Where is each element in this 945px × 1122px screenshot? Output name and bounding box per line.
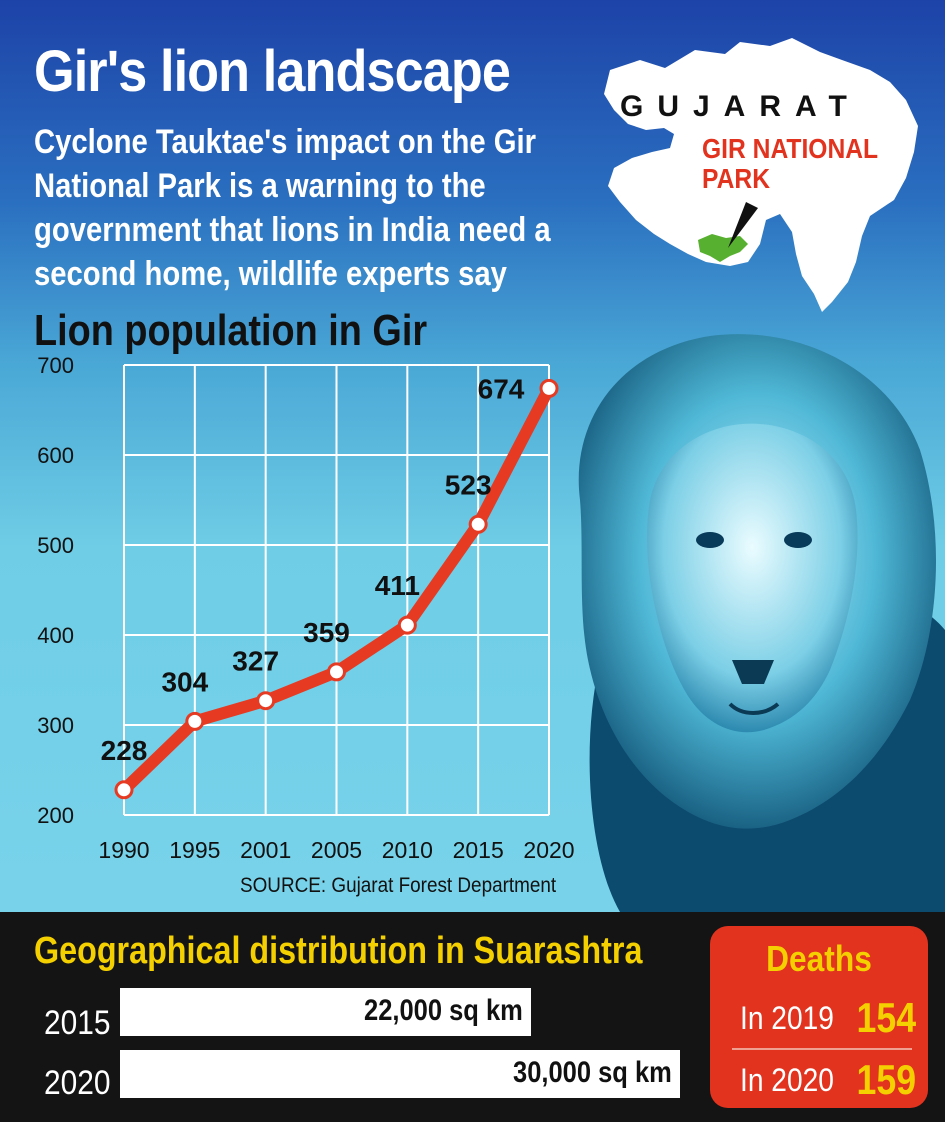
data-label-1995: 304: [161, 666, 208, 697]
data-point-2005: [327, 662, 346, 682]
data-point-1995: [185, 711, 205, 731]
page-subtitle: Cyclone Tauktae's impact on the Gir Nati…: [34, 123, 551, 293]
deaths-row-2019: In 2019 154: [732, 994, 916, 1044]
y-tick-400: 400: [37, 623, 74, 648]
deaths-title: Deaths: [766, 938, 872, 979]
data-label-2005: 359: [303, 617, 350, 648]
population-chart: 200 300 400 500 600 700 1990 1995 2001 2005 2010 20…: [37, 353, 574, 863]
data-point-2010: [397, 615, 417, 635]
geo-value-2015: 22,000 sq km: [364, 994, 523, 1027]
lion-left-eye: [696, 532, 724, 548]
top-panel: GUJARAT GIR NATIONAL PARK Gir's lion lan…: [0, 0, 945, 912]
x-tick-2005: 2005: [311, 837, 362, 863]
geo-bar-2015: 22,000 sq km: [120, 988, 531, 1036]
data-label-2010: 411: [375, 570, 420, 601]
data-point-2020: [539, 378, 559, 398]
y-tick-500: 500: [37, 533, 74, 558]
data-label-2001: 327: [232, 646, 279, 677]
deaths-row-2020: In 2020 159: [732, 1056, 916, 1106]
deaths-value-2019: 154: [856, 994, 916, 1041]
page-title: Gir's lion landscape: [34, 39, 511, 104]
lion-photo: [578, 334, 945, 912]
data-label-2020: 674: [478, 373, 525, 404]
lion-right-eye: [784, 532, 812, 548]
chart-series: [114, 378, 559, 800]
chart-labels: 200 300 400 500 600 700 1990 1995 2001 2005 2010 20…: [37, 353, 574, 863]
geo-value-2020: 30,000 sq km: [513, 1056, 672, 1089]
x-tick-2015: 2015: [453, 837, 504, 863]
x-tick-2010: 2010: [382, 837, 433, 863]
y-tick-700: 700: [37, 353, 74, 378]
chart-source: SOURCE: Gujarat Forest Department: [240, 874, 557, 897]
bottom-panel: Geographical distribution in Suarashtra …: [0, 912, 945, 1122]
map-state-label: GUJARAT: [620, 90, 861, 123]
data-label-1990: 228: [101, 735, 148, 766]
data-label-2015: 523: [445, 469, 492, 500]
geo-year-2015: 2015: [44, 1004, 111, 1042]
gujarat-map: [604, 38, 918, 312]
lion-mouth: [728, 702, 780, 715]
x-tick-2020: 2020: [523, 837, 574, 863]
deaths-divider: [732, 1048, 912, 1050]
x-tick-1995: 1995: [169, 837, 220, 863]
deaths-label-2020: In 2020: [740, 1062, 834, 1098]
gir-park-shape: [698, 234, 748, 262]
y-tick-300: 300: [37, 713, 74, 738]
y-tick-600: 600: [37, 443, 74, 468]
chart-title: Lion population in Gir: [34, 306, 428, 355]
deaths-label-2019: In 2019: [740, 1000, 834, 1036]
deaths-value-2020: 159: [856, 1056, 916, 1103]
geo-year-2020: 2020: [44, 1064, 111, 1102]
data-point-2001: [256, 691, 276, 711]
lion-nose: [732, 660, 774, 684]
map-park-label: GIR NATIONAL PARK: [702, 133, 878, 194]
deaths-box: Deaths In 2019 154 In 2020 159: [710, 926, 928, 1108]
lion-face: [647, 423, 858, 733]
geo-bar-2020: 30,000 sq km: [120, 1050, 680, 1098]
x-tick-2001: 2001: [240, 837, 291, 863]
data-point-2015: [468, 514, 488, 534]
gujarat-state-shape: [604, 38, 918, 312]
data-point-1990: [114, 780, 134, 800]
chart-grid: [123, 364, 550, 816]
geo-title: Geographical distribution in Suarashtra: [34, 930, 643, 972]
y-tick-200: 200: [37, 803, 74, 828]
map-pointer-icon: [728, 202, 758, 248]
x-tick-1990: 1990: [98, 837, 149, 863]
